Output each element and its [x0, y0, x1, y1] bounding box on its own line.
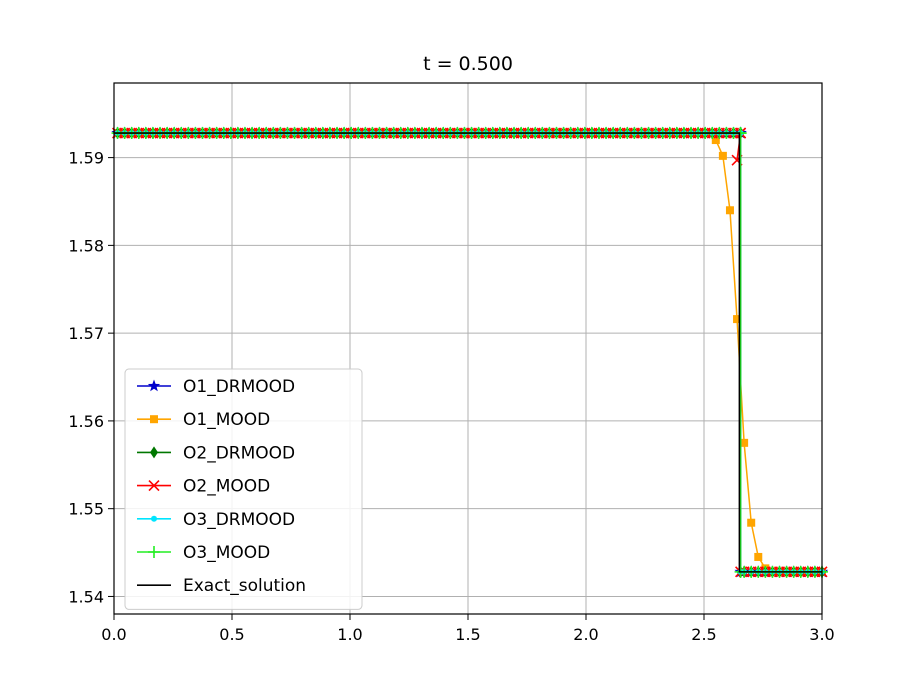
grid: [113, 83, 823, 614]
legend-entry: O1_DRMOOD: [137, 377, 295, 397]
legend-label: O3_MOOD: [183, 543, 270, 563]
data-point: [711, 136, 720, 145]
data-point: [740, 438, 749, 447]
y-axis-ticks: 1.54 1.55 1.56 1.57 1.58 1.59: [68, 149, 114, 606]
legend-label: Exact_solution: [183, 576, 306, 596]
legend-marker: [150, 446, 158, 459]
legend-label: O3_DRMOOD: [183, 510, 295, 530]
y-tick-label: 1.56: [68, 412, 104, 431]
x-axis-ticks: 0.0 0.5 1.0 1.5 2.0 2.5 3.0: [101, 614, 835, 644]
legend-box: [124, 368, 363, 610]
legend-entry: O3_DRMOOD: [137, 510, 295, 530]
legend-entry: Exact_solution: [137, 576, 306, 596]
x-tick-label: 1.0: [337, 625, 362, 644]
legend-entry: O2_MOOD: [137, 477, 270, 497]
x-tick-label: 3.0: [809, 625, 834, 644]
x-tick-label: 2.5: [691, 625, 716, 644]
legend-label: O1_MOOD: [183, 410, 270, 430]
y-tick-label: 1.57: [68, 324, 104, 343]
series-layer: [111, 126, 829, 578]
legend-marker: [150, 415, 158, 424]
y-tick-label: 1.54: [68, 587, 104, 606]
series-line: [114, 132, 822, 573]
legend-label: O2_MOOD: [183, 477, 270, 497]
legend-marker: [147, 379, 161, 392]
y-tick-label: 1.58: [68, 236, 104, 255]
legend-entry: O2_DRMOOD: [137, 443, 295, 463]
data-point: [718, 151, 727, 160]
legend-label: O1_DRMOOD: [183, 377, 295, 397]
data-point: [754, 552, 763, 561]
y-tick-label: 1.59: [68, 149, 104, 168]
legend-entry: O3_MOOD: [137, 543, 270, 563]
legend-label: O2_DRMOOD: [183, 443, 295, 463]
series-exact-solution: [114, 132, 822, 573]
x-tick-label: 0.0: [101, 625, 126, 644]
plot-frame: [113, 82, 823, 615]
data-point: [747, 518, 756, 527]
data-point: [725, 206, 734, 215]
x-tick-label: 1.5: [455, 625, 480, 644]
y-tick-label: 1.55: [68, 500, 104, 519]
legend: O1_DRMOOD O1_MOOD O2_DRMOOD O2_MOOD O3_DRMOO…: [124, 368, 363, 610]
data-point: [733, 315, 742, 324]
legend-entry: O1_MOOD: [137, 410, 270, 430]
x-tick-label: 0.5: [219, 625, 244, 644]
legend-marker: [148, 546, 160, 558]
chart-title: t = 0.500: [423, 53, 513, 75]
legend-marker: [148, 480, 160, 492]
x-tick-label: 2.0: [573, 625, 598, 644]
legend-marker: [151, 515, 157, 522]
